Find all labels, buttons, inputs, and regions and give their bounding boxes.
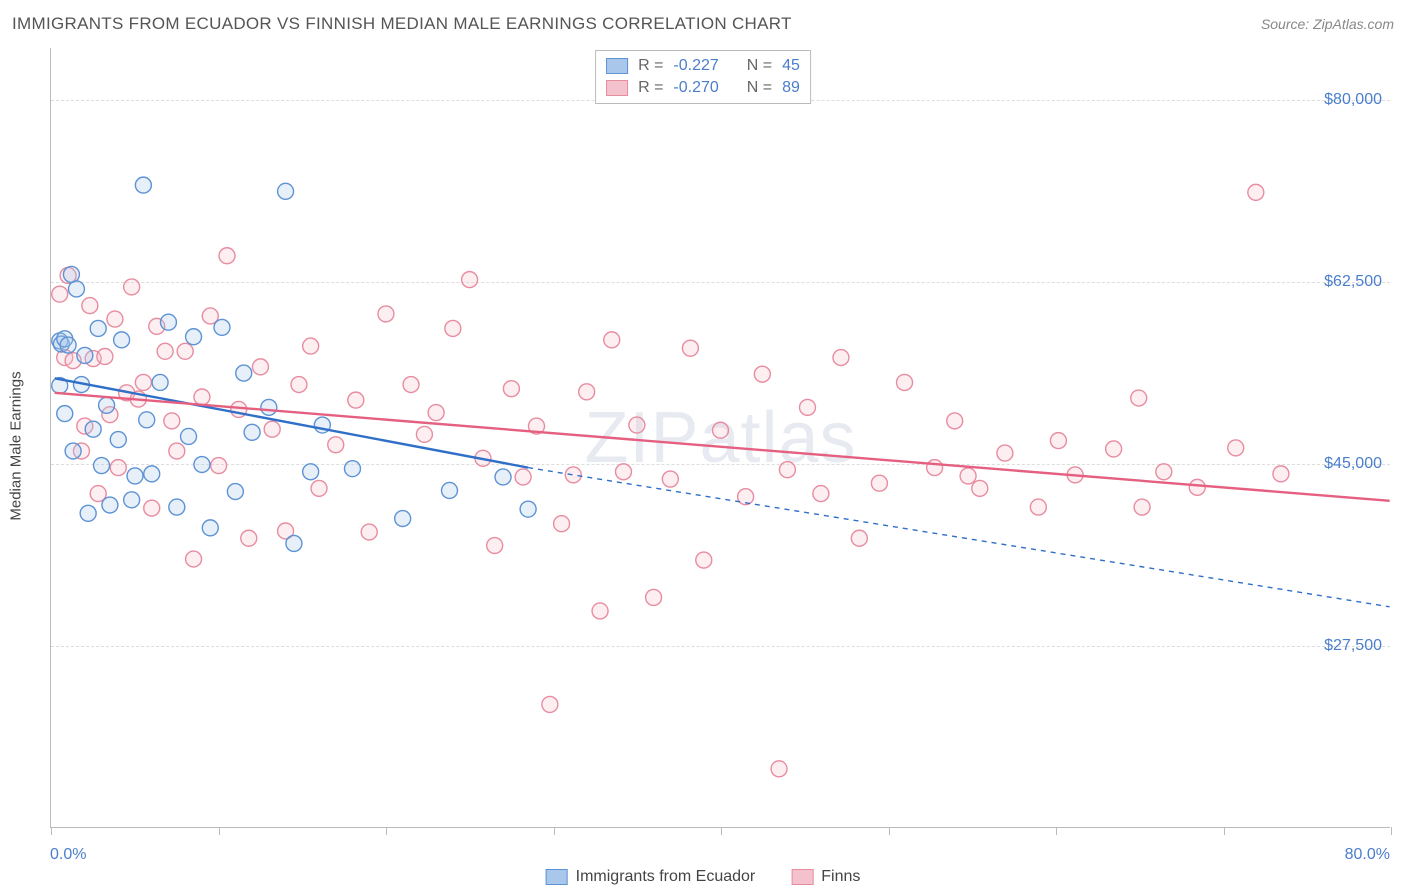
n-label: N =: [747, 57, 772, 75]
r-value-1: -0.227: [673, 57, 718, 75]
swatch-series-1: [606, 58, 628, 74]
r-label: R =: [638, 79, 663, 97]
x-axis-max-label: 80.0%: [1345, 846, 1390, 864]
stats-legend-box: R = -0.227 N = 45 R = -0.270 N = 89: [595, 50, 811, 104]
n-label: N =: [747, 79, 772, 97]
scatter-svg: [51, 48, 1390, 827]
stats-row-series-2: R = -0.270 N = 89: [606, 77, 800, 99]
n-value-1: 45: [782, 57, 800, 75]
legend-item-2: Finns: [791, 868, 860, 886]
legend-swatch-2: [791, 869, 813, 885]
legend-swatch-1: [546, 869, 568, 885]
swatch-series-2: [606, 80, 628, 96]
r-value-2: -0.270: [673, 79, 718, 97]
legend-label-2: Finns: [821, 868, 860, 886]
source-credit: Source: ZipAtlas.com: [1261, 16, 1394, 32]
y-axis-title: Median Male Earnings: [8, 371, 25, 520]
stats-row-series-1: R = -0.227 N = 45: [606, 55, 800, 77]
n-value-2: 89: [782, 79, 800, 97]
x-axis-min-label: 0.0%: [50, 846, 86, 864]
r-label: R =: [638, 57, 663, 75]
chart-title: IMMIGRANTS FROM ECUADOR VS FINNISH MEDIA…: [12, 14, 792, 34]
legend-label-1: Immigrants from Ecuador: [576, 868, 756, 886]
chart-plot-area: ZIPatlas $27,500$45,000$62,500$80,000: [50, 48, 1390, 828]
bottom-legend: Immigrants from Ecuador Finns: [546, 868, 861, 886]
legend-item-1: Immigrants from Ecuador: [546, 868, 756, 886]
